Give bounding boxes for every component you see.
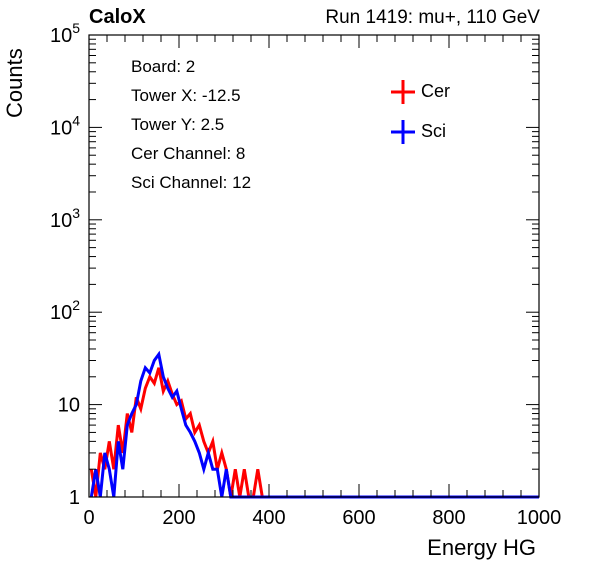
x-axis-title: Energy HG	[427, 535, 536, 560]
tower-y-text: Tower Y: 2.5	[131, 115, 225, 134]
cer-channel-text: Cer Channel: 8	[131, 144, 246, 163]
tower-x-text: Tower X: -12.5	[131, 86, 241, 105]
x-tick-label: 400	[252, 507, 285, 529]
board-text: Board: 2	[131, 57, 196, 76]
experiment-label: CaloX	[89, 6, 146, 28]
x-tick-label: 200	[162, 507, 195, 529]
y-tick-label: 103	[50, 205, 80, 232]
series-line-sci	[89, 350, 539, 499]
legend-label-sci: Sci	[421, 121, 447, 141]
series-line-cer	[89, 367, 539, 499]
x-tick-label: 800	[432, 507, 465, 529]
info-box: Board: 2 Tower X: -12.5 Tower Y: 2.5 Cer…	[131, 52, 251, 197]
y-tick-label: 1	[69, 487, 80, 509]
y-tick-label: 102	[50, 297, 80, 324]
legend-marker-cer	[391, 80, 415, 104]
y-tick-label: 10	[58, 395, 80, 417]
legend-marker-sci	[391, 120, 415, 144]
plot-frame	[88, 34, 540, 498]
axes-layer: 0 200 400 600 800 1000 1 10 102 103 104 105	[50, 20, 561, 529]
x-tick-label: 0	[83, 507, 94, 529]
run-label: Run 1419: mu+, 110 GeV	[325, 7, 540, 28]
y-axis-title: Counts	[2, 48, 27, 118]
sci-channel-text: Sci Channel: 12	[131, 173, 252, 192]
x-tick-label: 600	[342, 507, 375, 529]
y-tick-label: 105	[50, 20, 80, 47]
x-tick-label: 1000	[517, 507, 562, 529]
series-layer	[89, 350, 539, 499]
y-tick-label: 104	[50, 112, 80, 139]
legend-label-cer: Cer	[421, 81, 451, 101]
